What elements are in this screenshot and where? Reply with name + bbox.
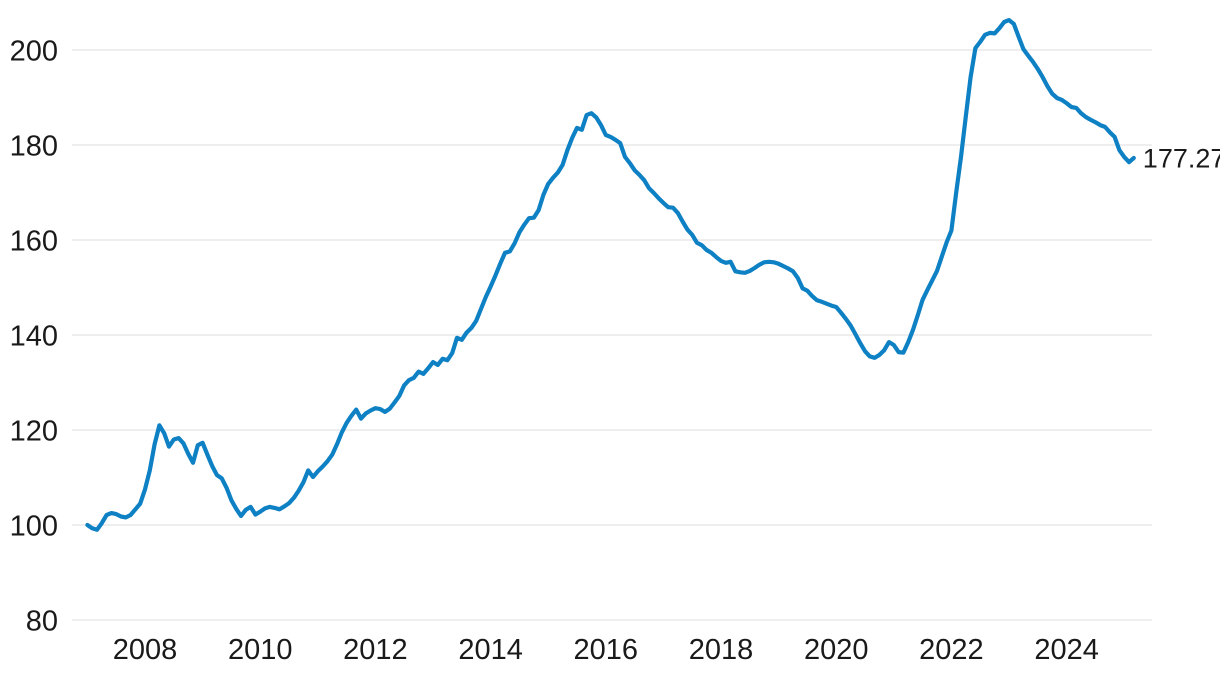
y-tick-label: 160 — [10, 226, 58, 258]
y-tick-label: 80 — [26, 606, 58, 638]
data-series-line — [85, 18, 1136, 532]
x-tick-label: 2010 — [228, 634, 293, 666]
y-tick-label: 120 — [10, 416, 58, 448]
y-tick-label: 140 — [10, 321, 58, 353]
y-tick-label: 200 — [10, 36, 58, 68]
x-tick-label: 2008 — [113, 634, 178, 666]
y-axis-labels: 80 100 120 140 160 180 200 — [10, 36, 58, 638]
x-axis-labels: 2008 2010 2012 2014 2016 2018 2020 2022 2024 — [113, 634, 1099, 666]
y-gridlines — [72, 49, 1152, 621]
x-tick-label: 2018 — [689, 634, 754, 666]
y-tick-label: 180 — [10, 131, 58, 163]
y-tick-label: 100 — [10, 511, 58, 543]
last-value-label: 177.27 — [1143, 144, 1220, 174]
x-tick-label: 2012 — [343, 634, 408, 666]
x-tick-label: 2014 — [458, 634, 523, 666]
x-tick-label: 2020 — [804, 634, 869, 666]
x-tick-label: 2022 — [919, 634, 984, 666]
x-tick-label: 2024 — [1034, 634, 1099, 666]
x-tick-label: 2016 — [574, 634, 639, 666]
